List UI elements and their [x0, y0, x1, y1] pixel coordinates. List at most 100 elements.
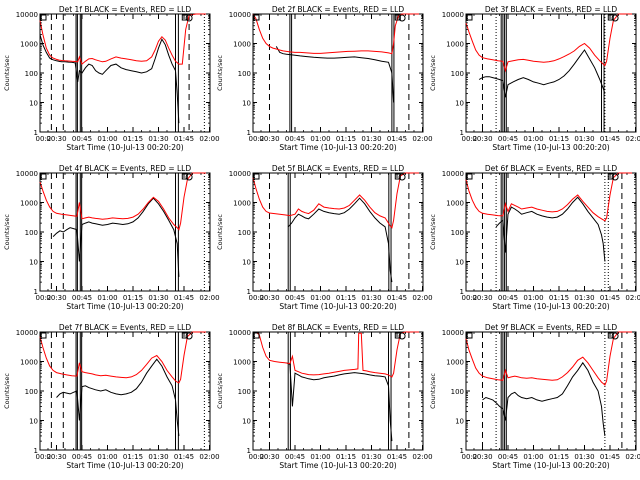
x-tick-label: 01:15 [549, 453, 569, 461]
y-tick-label: 1 [460, 129, 464, 137]
corner-circle-marker [611, 14, 619, 22]
x-tick-label: 01:15 [549, 294, 569, 302]
x-tick-label: 00:30 [472, 453, 492, 461]
corner-box-marker [181, 14, 188, 21]
x-axis-label: Start Time (10-Jul-13 00:20:20) [66, 461, 183, 470]
x-tick-label: 00:45 [285, 294, 305, 302]
plot-frame [465, 331, 637, 451]
x-tick-label: 01:30 [361, 294, 381, 302]
corner-box-marker [40, 332, 47, 339]
plot-frame [465, 13, 637, 133]
x-tick-label: 01:30 [574, 294, 594, 302]
y-tick-label: 100 [25, 70, 38, 78]
plot-frame [39, 172, 211, 292]
lld-series-line [39, 172, 210, 231]
y-tick-label: 1000 [20, 200, 38, 208]
y-tick-label: 1000 [20, 41, 38, 49]
x-tick-label: 01:00 [97, 135, 117, 143]
x-tick-label: 00:45 [72, 453, 92, 461]
corner-box-marker [253, 14, 260, 21]
y-tick-label: 1000 [446, 41, 464, 49]
y-axis-label: Counts/sec [429, 214, 437, 250]
x-tick-label: 01:30 [574, 135, 594, 143]
lld-series-line [465, 13, 636, 73]
x-axis-label: Start Time (10-Jul-13 00:20:20) [279, 302, 396, 311]
x-tick-label: 01:00 [523, 135, 543, 143]
x-tick-label: 01:00 [97, 453, 117, 461]
y-tick-label: 10000 [16, 170, 38, 178]
y-tick-label: 1 [34, 288, 38, 296]
x-tick-label: 01:45 [600, 294, 620, 302]
x-tick-label: 01:45 [387, 135, 407, 143]
x-tick-label: 02:00 [625, 135, 640, 143]
corner-box-marker [394, 173, 401, 180]
y-tick-label: 10000 [229, 170, 251, 178]
y-tick-label: 10 [29, 418, 38, 426]
lld-series-line [39, 331, 210, 384]
y-tick-label: 10 [29, 259, 38, 267]
y-tick-label: 1 [247, 288, 251, 296]
panel-title: Det 9f BLACK = Events, RED = LLD [485, 323, 618, 332]
events-series-line [56, 358, 180, 436]
corner-box-marker [394, 14, 401, 21]
chart-panel-6: 1 10 100 1000 10000 00:30 00:45 01:00 01:15 01:30… [429, 164, 640, 311]
chart-panel-1: 1 10 100 1000 10000 00:30 00:45 01:00 01:15 01:30… [3, 5, 220, 152]
y-tick-label: 10 [242, 259, 251, 267]
y-tick-label: 100 [25, 388, 38, 396]
x-tick-label: 00:45 [498, 294, 518, 302]
events-series-line [482, 361, 606, 436]
corner-box-marker [253, 332, 260, 339]
x-tick-label: 01:15 [336, 453, 356, 461]
panel-title: Det 5f BLACK = Events, RED = LLD [272, 164, 405, 173]
panel-title: Det 3f BLACK = Events, RED = LLD [485, 5, 618, 14]
x-axis-label: Start Time (10-Jul-13 00:20:20) [66, 302, 183, 311]
y-tick-label: 100 [238, 388, 251, 396]
y-tick-label: 100 [238, 70, 251, 78]
chart-panel-5: 1 10 100 1000 10000 00:30 00:45 01:00 01:15 01:30… [216, 164, 433, 311]
y-tick-label: 100 [25, 229, 38, 237]
y-axis-label: Counts/sec [429, 55, 437, 91]
y-axis-label: Counts/sec [216, 55, 224, 91]
x-tick-label: 01:30 [574, 453, 594, 461]
x-tick-label-partial: 00:2 [249, 294, 265, 302]
x-tick-label: 00:45 [285, 135, 305, 143]
y-tick-label: 10 [455, 418, 464, 426]
events-series-line [286, 362, 393, 442]
y-tick-label: 100 [451, 70, 464, 78]
corner-circle-marker [611, 332, 619, 340]
chart-panel-9: 1 10 100 1000 10000 00:30 00:45 01:00 01:15 01:30… [429, 323, 640, 470]
y-axis-label: Counts/sec [429, 373, 437, 409]
x-tick-label-partial: 00:2 [249, 135, 265, 143]
chart-panel-8: 1 10 100 1000 10000 00:30 00:45 01:00 01:15 01:30… [216, 323, 433, 470]
x-tick-label: 01:00 [97, 294, 117, 302]
y-tick-label: 10000 [442, 170, 464, 178]
x-tick-label: 01:15 [336, 294, 356, 302]
x-tick-label-partial: 00:2 [462, 135, 478, 143]
x-axis-label: Start Time (10-Jul-13 00:20:20) [492, 461, 609, 470]
x-axis-label: Start Time (10-Jul-13 00:20:20) [492, 143, 609, 152]
x-tick-label: 02:00 [199, 294, 219, 302]
x-tick-label: 01:00 [310, 453, 330, 461]
x-tick-label: 01:45 [387, 294, 407, 302]
y-tick-label: 1000 [20, 359, 38, 367]
x-tick-label: 01:15 [549, 135, 569, 143]
x-tick-label: 01:45 [600, 135, 620, 143]
corner-circle-marker [398, 14, 406, 22]
corner-box-marker [40, 14, 47, 21]
x-tick-label: 01:45 [174, 135, 194, 143]
y-tick-label: 100 [451, 388, 464, 396]
y-tick-label: 10000 [16, 11, 38, 19]
corner-box-marker [253, 173, 260, 180]
corner-circle-marker [611, 173, 619, 181]
y-tick-label: 1000 [233, 41, 251, 49]
y-axis-label: Counts/sec [216, 373, 224, 409]
x-tick-label: 01:00 [523, 294, 543, 302]
y-tick-label: 10000 [229, 329, 251, 337]
events-series-line [478, 49, 606, 98]
x-tick-label: 00:30 [472, 135, 492, 143]
corner-box-marker [181, 332, 188, 339]
lld-series-line [252, 13, 423, 55]
x-tick-label: 01:15 [123, 453, 143, 461]
corner-box-marker [607, 173, 614, 180]
